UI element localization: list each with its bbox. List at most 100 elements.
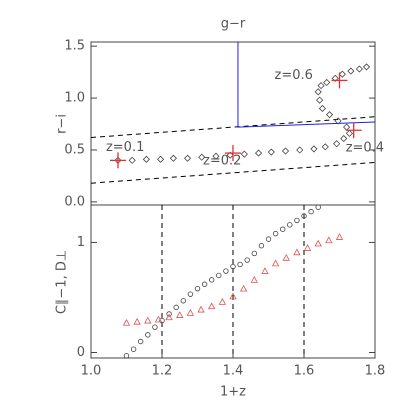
point: [265, 236, 272, 242]
point: [331, 74, 339, 82]
point: [325, 111, 334, 119]
point: [201, 281, 208, 287]
point: [159, 317, 165, 324]
x-tick-label: 1.8: [365, 364, 386, 379]
point: [173, 304, 179, 311]
point: [237, 261, 243, 268]
point: [183, 154, 192, 162]
point: [362, 63, 371, 71]
point: [281, 147, 290, 155]
point: [145, 332, 151, 338]
point: [355, 65, 363, 73]
point: [308, 208, 314, 215]
guide-line: [237, 42, 376, 128]
point: [194, 285, 201, 292]
point: [239, 284, 248, 292]
point: [240, 150, 248, 158]
y-tick-label: 1: [77, 235, 85, 250]
point: [315, 204, 321, 210]
point: [333, 140, 341, 148]
x-tick-label: 1.6: [294, 364, 315, 379]
point: [293, 248, 301, 256]
point: [316, 96, 324, 104]
annotation: z=0.1: [106, 140, 144, 155]
point: [294, 217, 300, 224]
point: [317, 82, 325, 90]
point: [271, 259, 280, 267]
bottom-x-label: 1+z: [220, 385, 246, 400]
point: [347, 67, 355, 75]
point: [229, 292, 237, 300]
annotation: z=0.2: [203, 154, 241, 169]
point: [187, 291, 194, 297]
point: [122, 318, 131, 326]
annotation: z=0.4: [346, 141, 384, 156]
point: [345, 129, 354, 137]
point: [244, 257, 250, 263]
point: [251, 250, 257, 257]
point: [287, 222, 293, 228]
x-tick-label: 1.0: [81, 364, 102, 379]
point: [208, 302, 216, 310]
point: [208, 277, 215, 283]
point: [296, 146, 304, 154]
point: [169, 154, 177, 162]
point: [261, 267, 269, 274]
annotation: z=0.6: [275, 68, 313, 83]
bottom-y-label: C∥−1, D⊥: [55, 250, 70, 314]
point: [142, 155, 150, 163]
guide-line: [90, 161, 376, 184]
point: [334, 117, 342, 125]
point: [128, 156, 136, 164]
point: [137, 338, 144, 345]
point: [250, 276, 258, 283]
y-tick-label: 1.0: [64, 91, 85, 106]
point: [157, 155, 165, 163]
y-tick-label: 0.5: [64, 142, 85, 157]
point: [282, 253, 290, 261]
point: [180, 298, 186, 304]
point: [176, 311, 184, 318]
point: [254, 149, 263, 157]
point: [310, 145, 318, 153]
point: [325, 236, 333, 244]
point: [318, 104, 327, 113]
point: [198, 153, 206, 161]
point: [272, 230, 279, 237]
point: [323, 78, 331, 87]
point: [314, 88, 322, 96]
point: [212, 152, 220, 160]
top-y-label: r−i: [55, 114, 70, 134]
point: [123, 353, 130, 359]
point: [218, 298, 227, 305]
point: [230, 263, 236, 270]
y-tick-label: 0.0: [64, 194, 85, 209]
point: [166, 311, 172, 317]
point: [130, 346, 137, 352]
point: [133, 317, 141, 325]
point: [223, 268, 229, 274]
point: [226, 151, 234, 159]
point: [186, 309, 195, 316]
point: [321, 143, 329, 151]
point: [338, 70, 346, 78]
y-tick-label: 1.5: [64, 39, 85, 54]
x-tick-label: 1.2: [152, 364, 173, 379]
y-tick-label: 0: [77, 345, 85, 360]
point: [314, 239, 322, 247]
point: [340, 134, 348, 143]
point: [165, 313, 173, 321]
x-tick-label: 1.4: [223, 364, 244, 379]
point: [280, 226, 286, 232]
point: [144, 316, 152, 324]
point: [154, 315, 163, 323]
point: [152, 324, 158, 330]
point: [258, 243, 265, 249]
point: [335, 233, 344, 240]
guide-line: [90, 116, 376, 139]
point: [343, 123, 351, 131]
point: [216, 272, 222, 279]
point: [267, 148, 275, 156]
point: [301, 213, 307, 219]
